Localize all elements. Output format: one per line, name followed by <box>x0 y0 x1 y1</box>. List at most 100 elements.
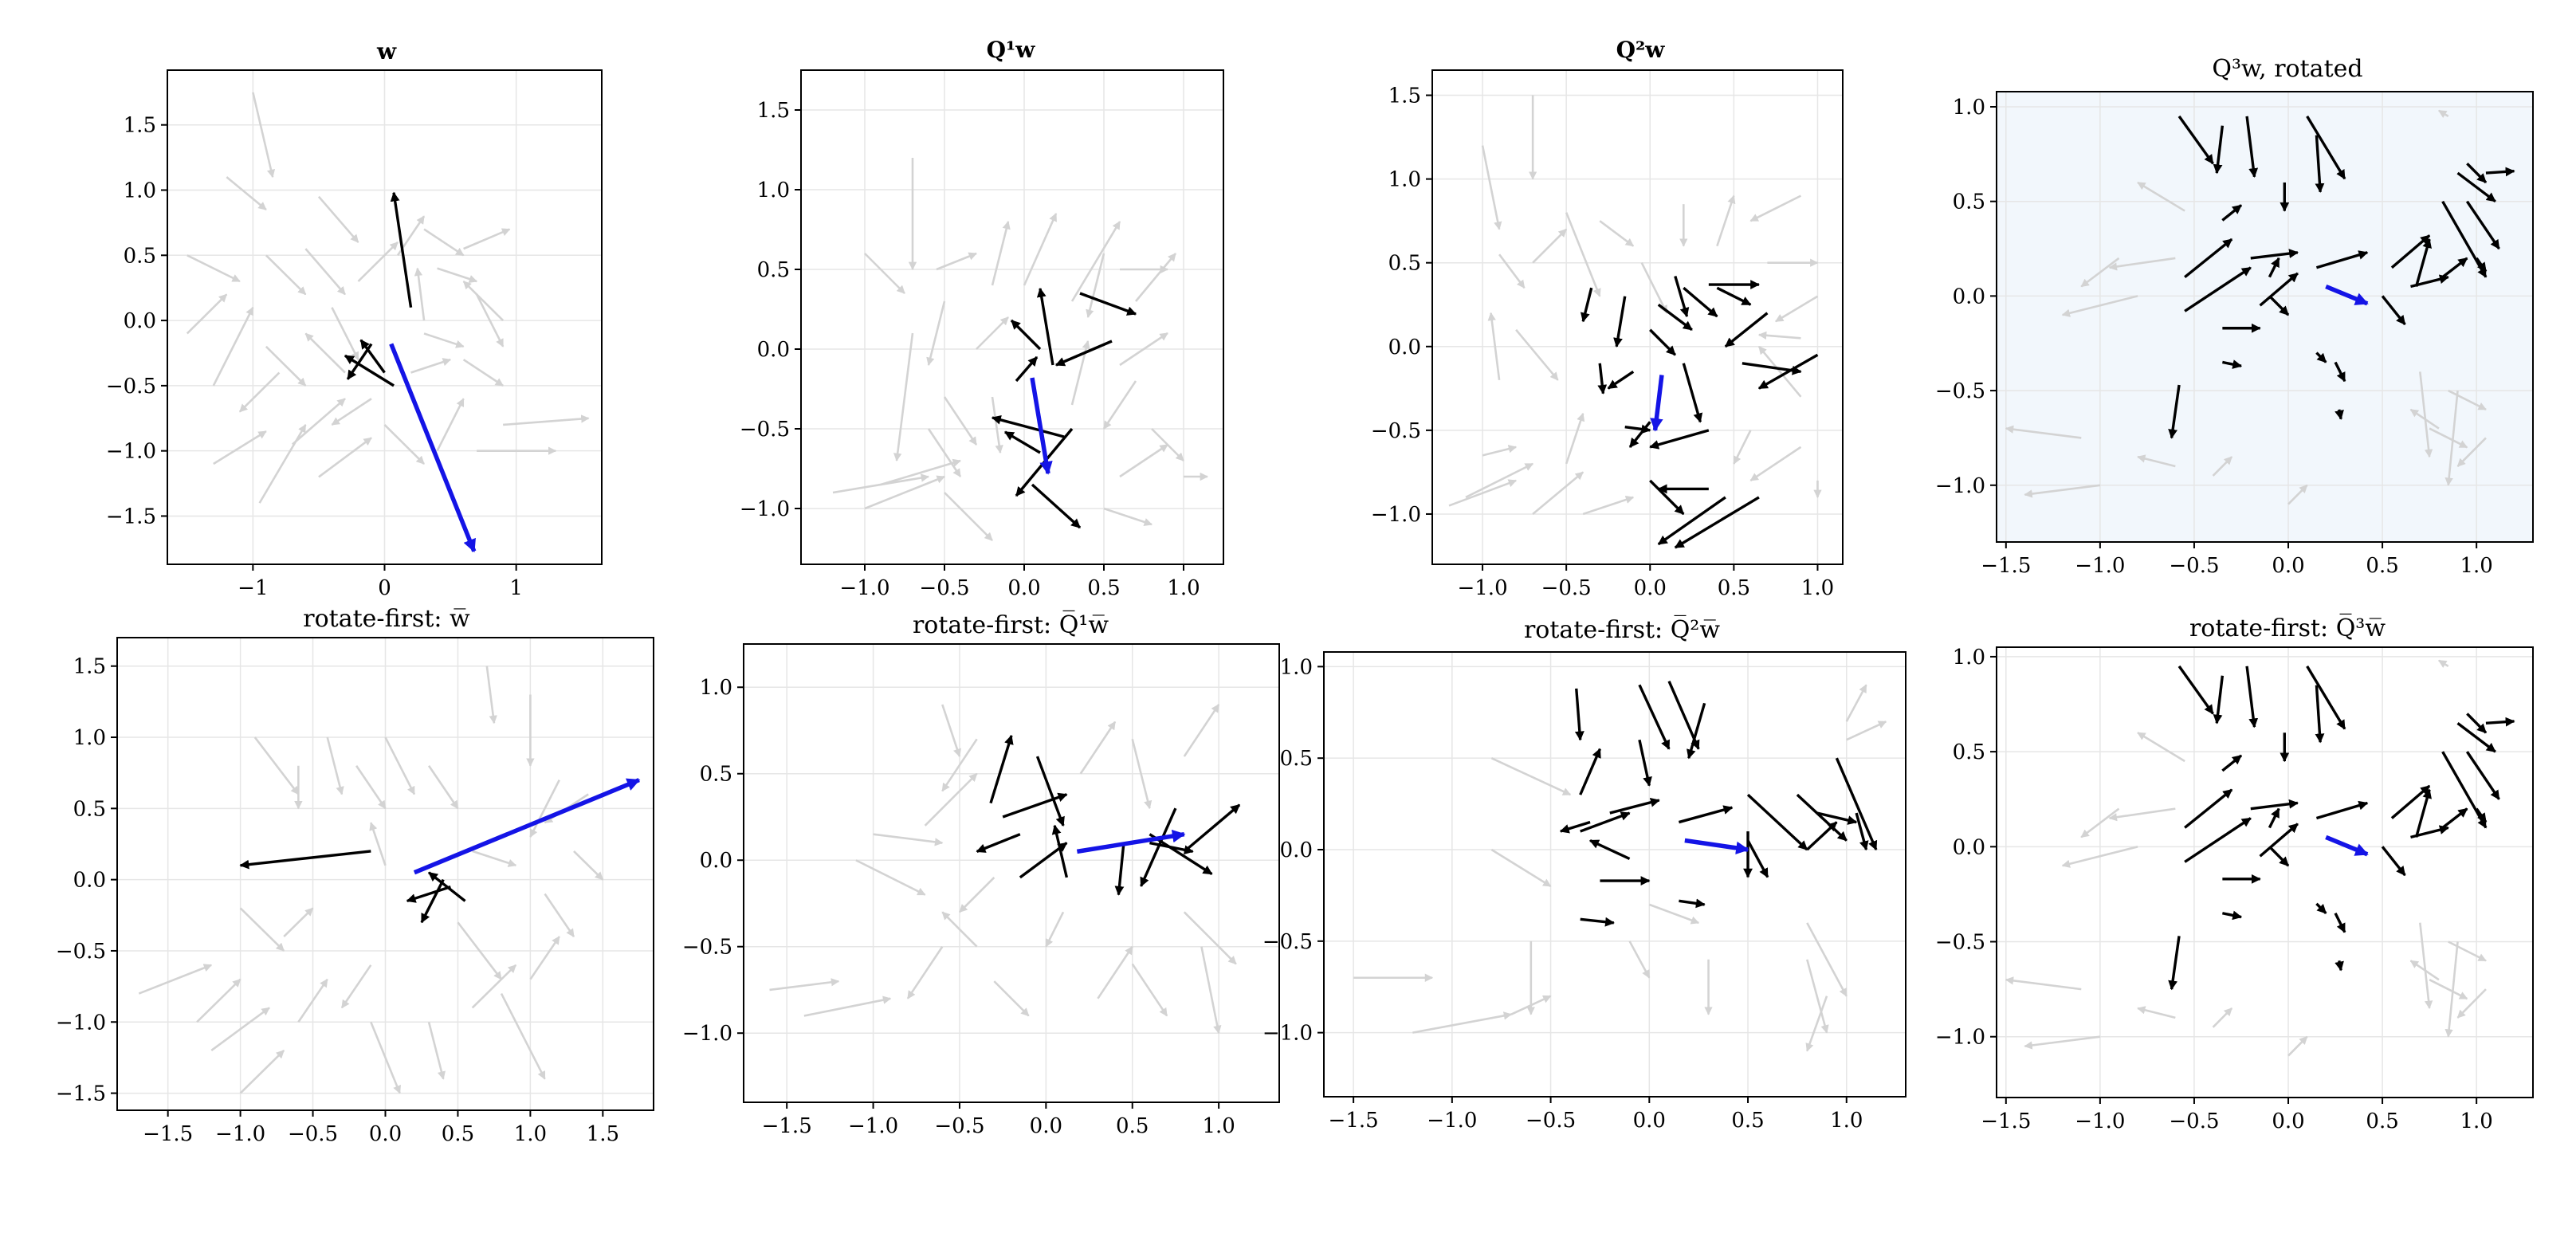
highlight-arrow <box>2410 274 2449 289</box>
axes-frame <box>1996 646 2534 1098</box>
highlight-arrow <box>1609 797 1660 815</box>
highlight-arrow <box>1816 811 1858 825</box>
context-arrow <box>2024 1035 2101 1050</box>
highlight-arrow <box>2221 204 2243 222</box>
panel-q3w-rotated: −1.5 −1.0 −0.5 0.0 0.5 1.0 −1.0 −0.5 0.0 0.5 1.0 Q³… <box>1935 55 2534 578</box>
highlight-arrow <box>406 885 451 903</box>
context-arrow <box>1183 911 1237 965</box>
context-arrow <box>1845 684 1867 722</box>
highlight-arrow <box>1140 807 1177 887</box>
highlight-arrow <box>2250 249 2299 260</box>
context-arrow <box>2108 807 2176 822</box>
context-arrow <box>803 995 892 1017</box>
highlight-arrow <box>1796 793 1848 842</box>
x-tick-label: 0.0 <box>1634 576 1667 600</box>
context-arrow <box>1070 221 1121 302</box>
highlight-arrow <box>1746 839 1769 878</box>
highlight-arrow <box>2466 163 2488 184</box>
y-tick-label: −0.5 <box>56 940 106 964</box>
focus-arrow <box>389 343 477 553</box>
panel-title: rotate-first: Q̅¹w̅ <box>913 611 1109 639</box>
highlight-arrow <box>1624 424 1651 434</box>
y-tick-label: 1.0 <box>700 676 732 700</box>
context-arrow <box>2438 109 2449 119</box>
y-tick-label: 0.5 <box>73 797 106 821</box>
highlight-arrow <box>1079 292 1137 316</box>
context-arrow <box>927 428 962 477</box>
context-arrow <box>265 345 307 387</box>
y-tick-label: 0.0 <box>1388 336 1421 359</box>
y-tick-label: 0.0 <box>1953 285 1985 308</box>
context-arrow <box>462 281 505 322</box>
context-arrow <box>1482 445 1518 457</box>
highlight-arrow <box>1649 479 1685 516</box>
highlight-arrow <box>2315 250 2369 269</box>
panel-q1w: −1.0 −0.5 0.0 0.5 1.0 −1.0 −0.5 0.0 0.5 1.0 1.5 Q¹w <box>740 37 1224 600</box>
x-tick-label: 1 <box>509 576 523 600</box>
panel-rotate-first-q3w: −1.5 −1.0 −0.5 0.0 0.5 1.0 −1.0 −0.5 0.0 0.5 1.0 ro… <box>1935 614 2534 1133</box>
x-tick-label: −1.0 <box>2075 1109 2125 1133</box>
context-arrow <box>1805 995 1828 1052</box>
context-arrow <box>1119 332 1168 367</box>
x-tick-label: 1.0 <box>1830 1109 1863 1133</box>
context-arrow <box>1200 946 1222 1035</box>
context-arrow <box>252 92 276 179</box>
highlight-arrow <box>2485 167 2515 177</box>
y-tick-label: −0.5 <box>106 375 156 399</box>
y-tick-label: −1.0 <box>1935 474 1985 498</box>
focus-arrow <box>1076 829 1186 854</box>
x-tick-label: −0.5 <box>919 576 969 600</box>
y-tick-label: 1.5 <box>757 99 790 123</box>
context-arrow <box>893 332 914 462</box>
highlight-arrow <box>2456 171 2496 203</box>
highlight-arrow <box>2381 846 2406 877</box>
highlight-arrow <box>2315 135 2325 194</box>
y-tick-label: −0.5 <box>682 936 732 960</box>
context-arrow <box>855 859 926 896</box>
x-tick-label: −1.0 <box>2075 554 2125 578</box>
context-arrow <box>427 1021 446 1080</box>
context-arrow <box>304 248 346 296</box>
context-arrow <box>1448 479 1518 507</box>
context-arrow <box>1806 922 1848 997</box>
focus-arrow <box>2325 284 2369 306</box>
context-arrow <box>357 242 399 282</box>
highlight-arrow <box>1679 898 1706 909</box>
x-tick-label: −0.5 <box>1526 1109 1576 1133</box>
highlight-arrow <box>1054 340 1113 367</box>
highlight-arrow <box>2414 238 2432 287</box>
highlight-arrow <box>2334 361 2346 383</box>
context-arrow <box>331 307 359 361</box>
highlight-arrow <box>2485 717 2515 727</box>
highlight-arrow <box>1035 756 1065 827</box>
y-tick-label: 1.5 <box>124 114 156 138</box>
context-arrow <box>384 736 416 795</box>
highlight-arrow <box>1588 838 1631 861</box>
highlight-arrow <box>2222 910 2243 921</box>
panel-title: w <box>376 38 397 65</box>
y-tick-label: 0.0 <box>73 869 106 893</box>
highlight-arrow <box>2334 960 2344 972</box>
x-tick-label: 0.5 <box>1718 576 1750 600</box>
highlight-arrow <box>1687 702 1706 760</box>
context-arrow <box>1119 443 1168 478</box>
y-tick-label: −1.5 <box>106 505 156 528</box>
highlight-arrow <box>2466 713 2488 734</box>
highlight-arrow <box>2184 266 2252 312</box>
context-arrow <box>1757 331 1801 340</box>
context-arrow <box>1599 220 1635 247</box>
highlight-arrow <box>989 734 1014 804</box>
context-arrow <box>463 228 511 250</box>
y-tick-label: 0.0 <box>700 849 732 873</box>
y-tick-label: 0.5 <box>124 244 156 268</box>
y-tick-label: −0.5 <box>1262 930 1313 954</box>
x-tick-label: −0.5 <box>934 1114 984 1138</box>
highlight-arrow <box>1638 739 1652 787</box>
plot-area <box>1432 70 1843 564</box>
context-arrow <box>355 765 387 810</box>
context-arrow <box>2444 941 2459 1038</box>
highlight-arrow <box>2465 200 2500 250</box>
highlight-arrow <box>1724 312 1769 348</box>
highlight-arrow <box>976 833 1021 853</box>
plot-area <box>744 644 1279 1102</box>
